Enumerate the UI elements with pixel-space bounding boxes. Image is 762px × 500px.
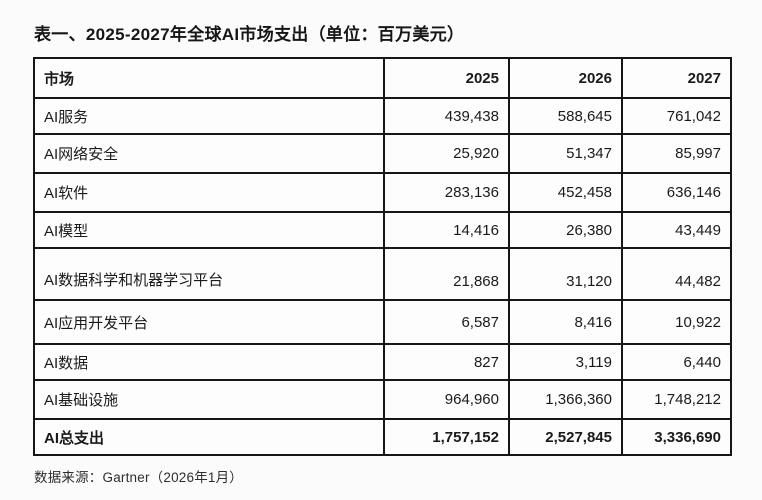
cell-2027: 85,997 xyxy=(621,133,732,174)
total-row-label: AI总支出 xyxy=(33,418,385,456)
cell-2027: 636,146 xyxy=(621,172,732,213)
table-row-ai-security: AI网络安全 25,920 51,347 85,997 xyxy=(33,133,732,174)
cell-2025: 283,136 xyxy=(383,172,510,213)
table-row-ai-infrastructure: AI基础设施 964,960 1,366,360 1,748,212 xyxy=(33,379,732,420)
cell-2025: 439,438 xyxy=(383,97,510,135)
cell-2025: 21,868 xyxy=(383,247,510,301)
cell-2027: 43,449 xyxy=(621,211,732,249)
row-label: AI数据 xyxy=(33,343,385,381)
table-row-ai-data: AI数据 827 3,119 6,440 xyxy=(33,343,732,381)
page-container: 表一、2025-2027年全球AI市场支出（单位：百万美元） 市场 2025 2… xyxy=(33,25,732,485)
row-label: AI基础设施 xyxy=(33,379,385,420)
cell-2026: 31,120 xyxy=(508,247,623,301)
row-label: AI网络安全 xyxy=(33,133,385,174)
table-body: AI服务 439,438 588,645 761,042 AI网络安全 25,9… xyxy=(33,97,732,456)
cell-2025: 25,920 xyxy=(383,133,510,174)
cell-2026: 588,645 xyxy=(508,97,623,135)
table-row-ai-software: AI软件 283,136 452,458 636,146 xyxy=(33,172,732,213)
cell-2026: 1,366,360 xyxy=(508,379,623,420)
ai-spending-table: 市场 2025 2026 2027 AI服务 439,438 588,645 7… xyxy=(33,57,732,456)
total-cell-2025: 1,757,152 xyxy=(383,418,510,456)
cell-2025: 6,587 xyxy=(383,299,510,345)
data-source-note: 数据来源：Gartner（2026年1月） xyxy=(34,470,244,485)
table-row-ai-total-spend: AI总支出 1,757,152 2,527,845 3,336,690 xyxy=(33,418,732,456)
col-header-2025: 2025 xyxy=(383,57,510,99)
row-label: AI服务 xyxy=(33,97,385,135)
cell-2025: 827 xyxy=(383,343,510,381)
cell-2025: 964,960 xyxy=(383,379,510,420)
cell-2027: 761,042 xyxy=(621,97,732,135)
cell-2026: 26,380 xyxy=(508,211,623,249)
table-header: 市场 2025 2026 2027 xyxy=(33,57,732,99)
table-row-ai-services: AI服务 439,438 588,645 761,042 xyxy=(33,97,732,135)
cell-2027: 10,922 xyxy=(621,299,732,345)
col-header-2027: 2027 xyxy=(621,57,732,99)
table-row-ai-models: AI模型 14,416 26,380 43,449 xyxy=(33,211,732,249)
page-title: 表一、2025-2027年全球AI市场支出（单位：百万美元） xyxy=(34,25,465,44)
col-header-2026: 2026 xyxy=(508,57,623,99)
row-label: AI软件 xyxy=(33,172,385,213)
cell-2026: 8,416 xyxy=(508,299,623,345)
col-header-market: 市场 xyxy=(33,57,385,99)
cell-2027: 44,482 xyxy=(621,247,732,301)
header-row: 市场 2025 2026 2027 xyxy=(33,57,732,99)
cell-2026: 3,119 xyxy=(508,343,623,381)
cell-2026: 51,347 xyxy=(508,133,623,174)
row-label: AI模型 xyxy=(33,211,385,249)
total-cell-2026: 2,527,845 xyxy=(508,418,623,456)
total-cell-2027: 3,336,690 xyxy=(621,418,732,456)
row-label: AI应用开发平台 xyxy=(33,299,385,345)
cell-2026: 452,458 xyxy=(508,172,623,213)
cell-2025: 14,416 xyxy=(383,211,510,249)
cell-2027: 1,748,212 xyxy=(621,379,732,420)
table-row-ai-app-dev-platform: AI应用开发平台 6,587 8,416 10,922 xyxy=(33,299,732,345)
row-label: AI数据科学和机器学习平台 xyxy=(33,247,385,301)
cell-2027: 6,440 xyxy=(621,343,732,381)
table-row-ai-dsml-platform: AI数据科学和机器学习平台 21,868 31,120 44,482 xyxy=(33,247,732,301)
